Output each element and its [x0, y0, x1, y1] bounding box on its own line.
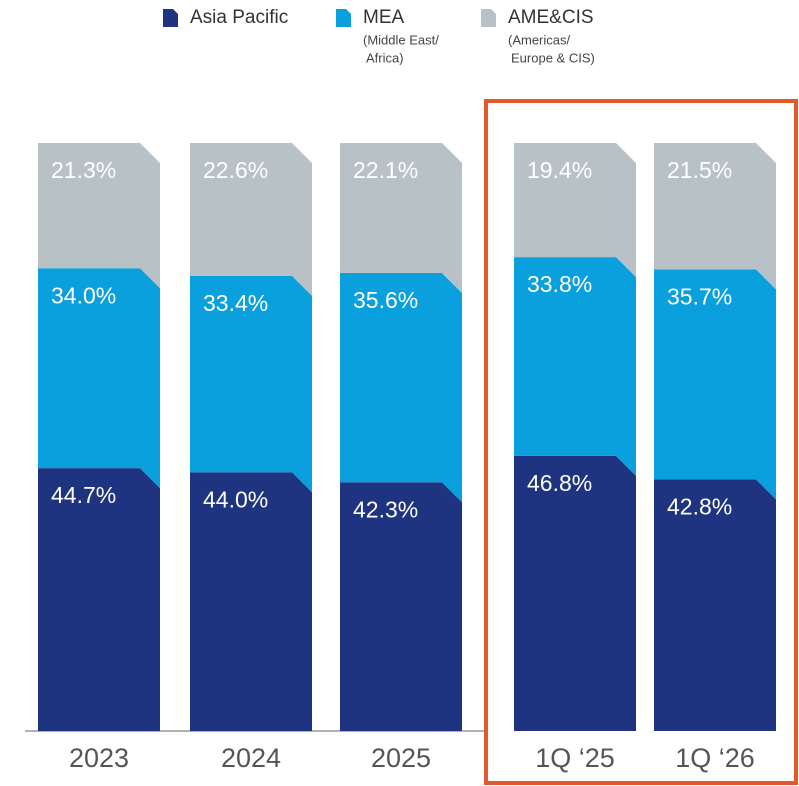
x-tick-label: 1Q ‘25 [535, 743, 615, 773]
value-label: 42.3% [353, 496, 418, 522]
value-label: 21.3% [51, 157, 116, 183]
bar-segment [190, 472, 312, 731]
bar-segment [190, 275, 312, 493]
value-label: 42.8% [667, 493, 732, 519]
value-label: 33.4% [203, 290, 268, 316]
bar-segment [654, 143, 776, 290]
highlight-box [484, 99, 798, 785]
x-tick-label: 2024 [221, 743, 281, 773]
x-tick-label: 2025 [371, 743, 431, 773]
value-label: 44.0% [203, 486, 268, 512]
bar-segment [190, 143, 312, 296]
bar-segment [514, 143, 636, 278]
value-label: 22.6% [203, 157, 268, 183]
legend-icon [336, 9, 351, 27]
legend-label: MEA [363, 7, 405, 28]
bar-segment [340, 482, 462, 731]
value-label: 33.8% [527, 271, 592, 297]
value-label: 35.7% [667, 283, 732, 309]
bar-segment [514, 257, 636, 476]
x-tick-label: 1Q ‘26 [675, 743, 755, 773]
value-label: 34.0% [51, 282, 116, 308]
bar-segment [38, 268, 160, 489]
bar-segment [654, 479, 776, 731]
legend-label: AME&CIS [508, 7, 594, 28]
value-label: 35.6% [353, 287, 418, 313]
legend-note: Africa) [366, 50, 404, 65]
legend-label: Asia Pacific [190, 7, 288, 28]
legend-note: (Americas/ [508, 32, 571, 47]
value-label: 46.8% [527, 470, 592, 496]
legend-note: Europe & CIS) [511, 50, 595, 65]
bar-segment [38, 143, 160, 289]
value-label: 44.7% [51, 482, 116, 508]
value-label: 19.4% [527, 157, 592, 183]
bar-segment [514, 455, 636, 731]
value-label: 22.1% [353, 157, 418, 183]
bar-segment [38, 468, 160, 731]
bar-segment [654, 269, 776, 500]
bar-segment [340, 143, 462, 293]
legend-note: (Middle East/ [363, 32, 439, 47]
value-label: 21.5% [667, 157, 732, 183]
legend-icon [481, 9, 496, 27]
legend-icon [163, 9, 178, 27]
x-tick-label: 2023 [69, 743, 129, 773]
bar-segment [340, 272, 462, 503]
